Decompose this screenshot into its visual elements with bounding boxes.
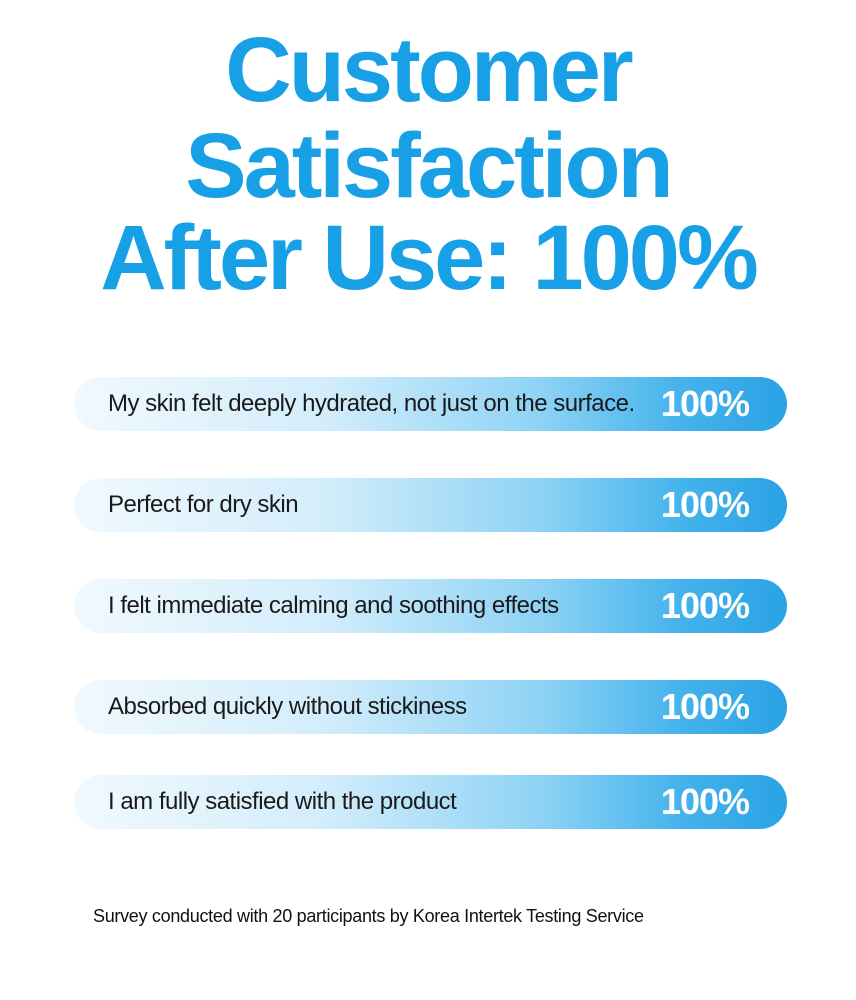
item-value: 100% xyxy=(660,686,750,727)
title-line: Customer xyxy=(225,19,633,121)
item-label: Absorbed quickly without stickiness xyxy=(108,693,467,720)
footnote: Survey conducted with 20 participants by… xyxy=(93,906,644,926)
item-bar: Perfect for dry skin 100% xyxy=(74,478,787,532)
item-label: I am fully satisfied with the product xyxy=(108,788,457,815)
item-value: 100% xyxy=(660,484,750,525)
item-value: 100% xyxy=(660,781,750,822)
item-value: 100% xyxy=(660,383,750,424)
item-value: 100% xyxy=(660,585,750,626)
item-label: Perfect for dry skin xyxy=(108,491,299,518)
item-label: I felt immediate calming and soothing ef… xyxy=(108,592,559,619)
item-bar: I am fully satisfied with the product 100… xyxy=(74,775,787,829)
item-bar: Absorbed quickly without stickiness 100% xyxy=(74,680,787,734)
title-line: Satisfaction xyxy=(185,115,673,217)
item-bar: I felt immediate calming and soothing ef… xyxy=(74,579,787,633)
item-label: My skin felt deeply hydrated, not just o… xyxy=(108,390,635,417)
item-bar: My skin felt deeply hydrated, not just o… xyxy=(74,377,787,431)
title-line: After Use: 100% xyxy=(100,207,759,309)
